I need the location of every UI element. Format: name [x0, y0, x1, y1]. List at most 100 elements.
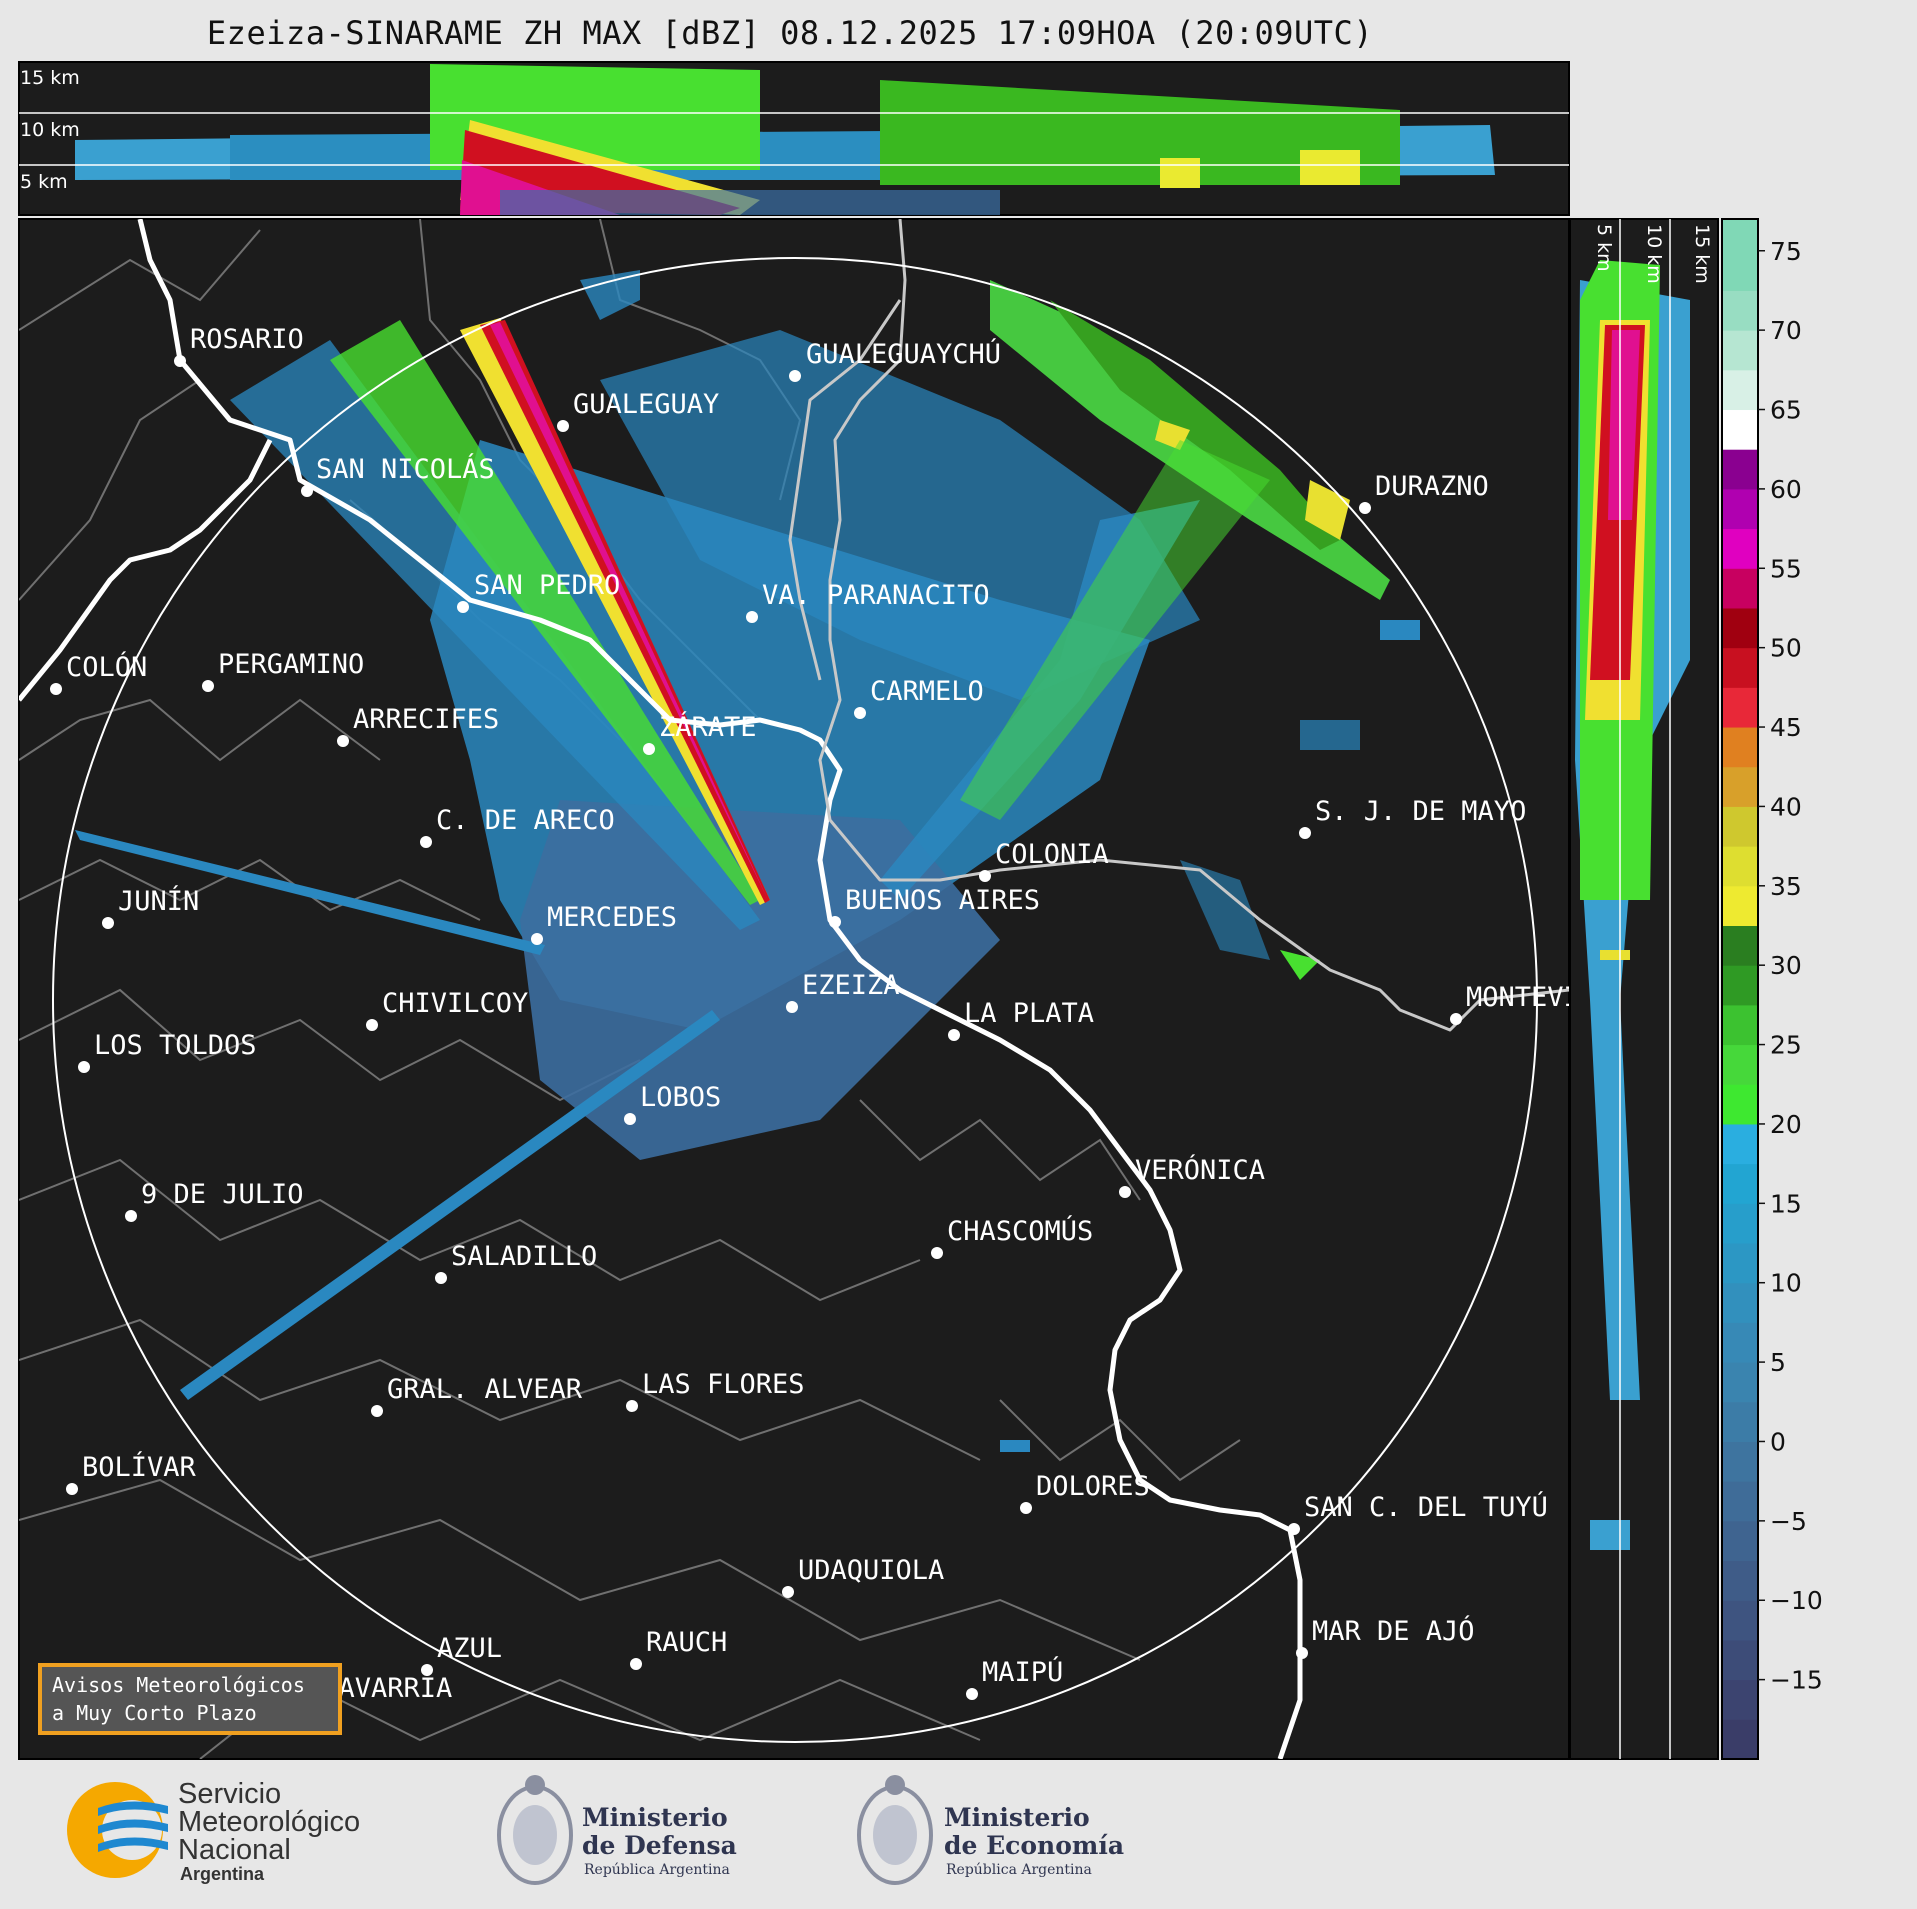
- city-marker: [624, 1113, 636, 1125]
- city-label: 9 DE JULIO: [141, 1179, 304, 1210]
- height-label-15km: 15 km: [20, 67, 80, 89]
- city-marker: [371, 1405, 383, 1417]
- colorbar-tick-label: −5: [1770, 1507, 1807, 1536]
- city-label: ARRECIFES: [353, 704, 499, 735]
- city-marker: [202, 680, 214, 692]
- colorbar-tick-label: 35: [1770, 872, 1802, 901]
- colorbar-segment: [1722, 1044, 1758, 1085]
- colorbar-segment: [1722, 1243, 1758, 1284]
- top-height-panel: 15 km 10 km 5 km: [18, 61, 1570, 216]
- smn-line-3: Nacional: [178, 1834, 291, 1866]
- colorbar-tick-label: 60: [1770, 475, 1802, 504]
- smn-country: Argentina: [180, 1864, 265, 1884]
- economia-emblem: [857, 1775, 933, 1885]
- city-label: VERÓNICA: [1135, 1154, 1265, 1186]
- city-marker: [829, 916, 841, 928]
- city-marker: [782, 1586, 794, 1598]
- map-title: Ezeiza-SINARAME ZH MAX [dBZ] 08.12.2025 …: [206, 14, 1374, 52]
- economia-logo-text: Ministerio de Economía: [944, 1804, 1124, 1860]
- radar-echoes: [75, 270, 1420, 1452]
- side-height-label-10km: 10 km: [1643, 224, 1665, 284]
- city-label: GUALEGUAY: [573, 389, 719, 420]
- defensa-line-1: Ministerio: [582, 1803, 728, 1832]
- colorbar-tick-label: 0: [1770, 1427, 1786, 1456]
- colorbar-tick-label: 70: [1770, 316, 1802, 345]
- colorbar-segment: [1722, 330, 1758, 371]
- city-label: BOLÍVAR: [82, 1451, 197, 1483]
- city-marker: [746, 611, 758, 623]
- notice-box: Avisos Meteorológicos a Muy Corto Plazo: [38, 1663, 342, 1735]
- colorbar-segment: [1722, 1123, 1758, 1165]
- city-label: VA. PARANACITO: [762, 580, 990, 611]
- colorbar-segment: [1722, 1481, 1758, 1522]
- city-marker: [1359, 502, 1371, 514]
- city-label: LOBOS: [640, 1082, 721, 1113]
- economia-sub: República Argentina: [946, 1862, 1092, 1878]
- city-label: UDAQUIOLA: [798, 1555, 944, 1586]
- colorbar-segment: [1722, 1679, 1758, 1720]
- colorbar-segment: [1722, 409, 1758, 450]
- city-label: SAN C. DEL TUYÚ: [1304, 1491, 1548, 1523]
- city-marker: [1296, 1647, 1308, 1659]
- range-ring: [52, 257, 1538, 1743]
- city-marker: [78, 1061, 90, 1073]
- smn-logo: [67, 1782, 168, 1878]
- radar-map: ROSARIO GUALEGUAYCHÚ GUALEGUAY SAN NICOLÁS D…: [18, 218, 1629, 1760]
- colorbar-tick-label: 30: [1770, 951, 1802, 980]
- smn-line-2: Meteorológico: [178, 1806, 361, 1838]
- defensa-emblem: [497, 1775, 573, 1885]
- city-label: DURAZNO: [1375, 471, 1489, 502]
- city-label: MAR DE AJÓ: [1312, 1615, 1475, 1647]
- city-label: GRAL. ALVEAR: [387, 1374, 583, 1405]
- city-marker: [174, 355, 186, 367]
- colorbar-segment: [1722, 965, 1758, 1006]
- city-label: AZUL: [437, 1633, 502, 1664]
- city-label: MERCEDES: [547, 902, 677, 933]
- colorbar-segment: [1722, 687, 1758, 728]
- colorbar-segment: [1722, 1163, 1758, 1204]
- city-marker: [626, 1400, 638, 1412]
- colorbar-tick-label: 65: [1770, 396, 1802, 425]
- city-marker: [435, 1272, 447, 1284]
- colorbar-tick-label: −10: [1770, 1586, 1823, 1615]
- colorbar-segment: [1722, 528, 1758, 569]
- city-label: LAS FLORES: [642, 1369, 805, 1400]
- colorbar-frame: [1721, 218, 1759, 1760]
- city-label: LA PLATA: [964, 998, 1094, 1029]
- city-marker: [50, 683, 62, 695]
- city-label: CHASCOMÚS: [947, 1215, 1093, 1247]
- colorbar-segment: [1722, 1401, 1758, 1442]
- city-marker: [421, 1664, 433, 1676]
- colorbar-segment: [1722, 1322, 1758, 1363]
- colorbar-tick-label: 20: [1770, 1110, 1802, 1139]
- colorbar-tick-label: 50: [1770, 634, 1802, 663]
- colorbar-segment: [1722, 219, 1758, 291]
- colorbar-segment: [1722, 1362, 1758, 1403]
- city-label: CARMELO: [870, 676, 984, 707]
- city-marker: [630, 1658, 642, 1670]
- city-label: JUNÍN: [118, 885, 199, 917]
- city-label: GUALEGUAYCHÚ: [806, 338, 1001, 370]
- city-markers: ROSARIO GUALEGUAYCHÚ GUALEGUAY SAN NICOLÁS D…: [50, 324, 1629, 1716]
- defensa-sub: República Argentina: [584, 1862, 730, 1878]
- colorbar-segment: [1722, 1639, 1758, 1681]
- city-label: BUENOS AIRES: [845, 885, 1040, 916]
- city-marker: [366, 1019, 378, 1031]
- city-marker: [337, 735, 349, 747]
- colorbar-tick-label: 40: [1770, 792, 1802, 821]
- city-label: SAN NICOLÁS: [316, 453, 495, 485]
- colorbar-segment: [1722, 607, 1758, 649]
- city-label: PERGAMINO: [218, 649, 364, 680]
- city-marker: [66, 1483, 78, 1495]
- height-label-5km: 5 km: [20, 171, 68, 193]
- colorbar-segment: [1722, 647, 1758, 688]
- notice-line-1: Avisos Meteorológicos: [52, 1673, 305, 1697]
- notice-line-2: a Muy Corto Plazo: [52, 1701, 257, 1725]
- city-marker: [643, 743, 655, 755]
- city-marker: [301, 485, 313, 497]
- colorbar-segment: [1722, 1203, 1758, 1244]
- city-label: EZEIZA: [802, 970, 900, 1001]
- colorbar-tick-label: −15: [1770, 1666, 1823, 1695]
- city-label: LOS TOLDOS: [94, 1030, 257, 1061]
